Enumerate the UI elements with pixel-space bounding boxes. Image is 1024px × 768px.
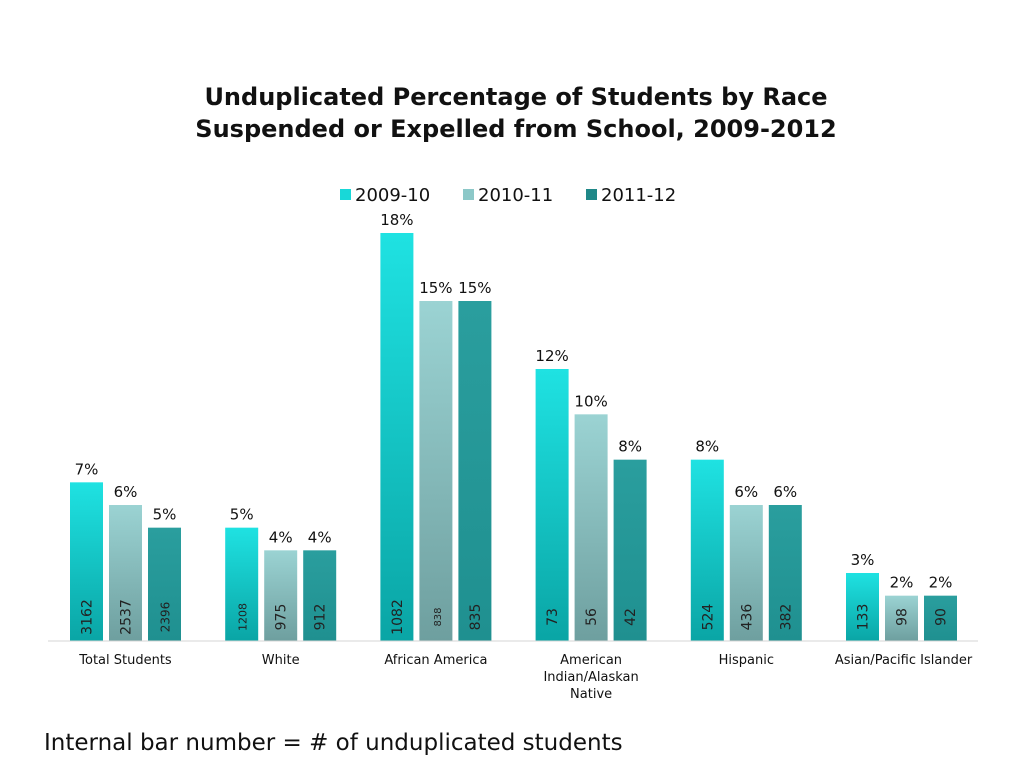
bar — [613, 459, 647, 641]
bar — [768, 505, 802, 641]
data-label: 4% — [269, 528, 293, 546]
legend-label: 2011-12 — [601, 185, 676, 206]
category-label: African America — [384, 653, 487, 668]
data-label: 12% — [535, 347, 568, 365]
data-label: 15% — [458, 279, 491, 297]
count-label: 382 — [778, 604, 794, 631]
count-label: 436 — [739, 604, 755, 631]
bar — [148, 527, 181, 641]
bar — [885, 595, 918, 641]
bar — [924, 595, 957, 641]
count-label: 524 — [700, 604, 716, 631]
count-label: 133 — [856, 604, 872, 631]
legend-item: 2009-10 — [340, 185, 430, 206]
count-label: 3162 — [80, 599, 96, 635]
count-label: 73 — [545, 608, 561, 626]
legend-swatch — [463, 189, 474, 200]
count-label: 42 — [623, 608, 639, 626]
bar — [729, 505, 763, 641]
data-label: 2% — [890, 574, 914, 592]
count-label: 975 — [274, 604, 290, 631]
legend-label: 2009-10 — [355, 185, 430, 206]
chart-title-line: Suspended or Expelled from School, 2009-… — [195, 115, 836, 143]
bar — [109, 505, 142, 641]
count-label: 1082 — [390, 599, 406, 635]
data-label: 6% — [773, 483, 797, 501]
data-label: 2% — [929, 574, 953, 592]
count-label: 912 — [313, 604, 329, 631]
category-label: Total Students — [78, 653, 172, 668]
data-label: 4% — [308, 528, 332, 546]
count-label: 838 — [433, 607, 444, 626]
legend-item: 2010-11 — [463, 185, 553, 206]
chart-title: Unduplicated Percentage of Students by R… — [195, 83, 836, 143]
data-label: 7% — [75, 460, 99, 478]
chart-legend: 2009-10 2010-11 2011-12 — [340, 185, 676, 206]
bar — [303, 550, 337, 641]
bar — [70, 482, 103, 641]
count-label: 90 — [934, 608, 950, 626]
legend-label: 2010-11 — [478, 185, 553, 206]
data-label: 8% — [618, 438, 642, 456]
category-label: American — [560, 653, 622, 668]
category-label: Indian/Alaskan — [543, 670, 638, 685]
bar — [380, 233, 414, 641]
data-label: 18% — [380, 211, 413, 229]
category-label: Native — [570, 687, 612, 702]
count-label: 98 — [895, 608, 911, 626]
bars: 7% 3162 6% 2537 5% 2396 5% 1208 4% 975 4% 912 18% 108… — [70, 211, 957, 641]
data-label: 15% — [419, 279, 452, 297]
bar — [419, 301, 453, 641]
count-label: 2537 — [119, 599, 135, 635]
bar — [690, 459, 724, 641]
data-label: 10% — [574, 392, 607, 410]
bar — [225, 527, 259, 641]
count-label: 56 — [584, 608, 600, 626]
legend-item: 2011-12 — [586, 185, 676, 206]
bar — [846, 573, 879, 641]
category-label: Hispanic — [719, 653, 774, 668]
bar — [574, 414, 608, 641]
data-label: 8% — [695, 438, 719, 456]
footnote: Internal bar number = # of unduplicated … — [44, 730, 623, 756]
bar — [264, 550, 298, 641]
data-label: 3% — [851, 551, 875, 569]
data-label: 5% — [153, 506, 177, 524]
legend-swatch — [340, 189, 351, 200]
bar — [458, 301, 492, 641]
data-label: 6% — [734, 483, 758, 501]
count-label: 1208 — [237, 603, 250, 631]
data-label: 5% — [230, 506, 254, 524]
legend-swatch — [586, 189, 597, 200]
category-label: White — [262, 653, 300, 668]
data-label: 6% — [114, 483, 138, 501]
category-label: Asian/Pacific Islander — [835, 653, 973, 668]
bar — [535, 369, 569, 641]
count-label: 2396 — [159, 602, 173, 633]
chart-title-line: Unduplicated Percentage of Students by R… — [204, 83, 827, 111]
category-labels: Total Students White African America Americ… — [78, 653, 973, 702]
count-label: 835 — [468, 604, 484, 631]
